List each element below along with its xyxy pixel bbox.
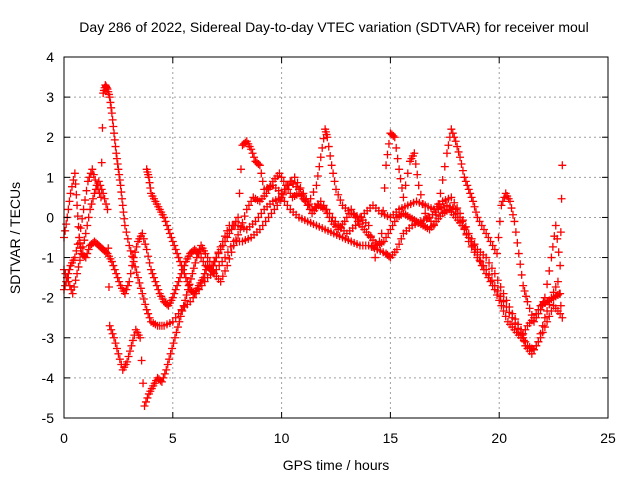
x-tick-label: 20 [491, 430, 507, 446]
y-tick-label: -3 [42, 330, 55, 346]
data-points [60, 81, 567, 410]
grid-lines [64, 57, 608, 418]
y-tick-label: -4 [42, 370, 55, 386]
x-tick-label: 15 [383, 430, 399, 446]
y-tick-label: -1 [42, 250, 55, 266]
series-markers [60, 81, 567, 358]
series-track-b [60, 81, 567, 358]
chart-title: Day 286 of 2022, Sidereal Day-to-day VTE… [79, 19, 588, 35]
series-track-d [142, 165, 565, 342]
series-markers [60, 125, 567, 410]
y-tick-label: 4 [46, 49, 54, 65]
x-tick-label: 5 [169, 430, 177, 446]
plot-frame [63, 56, 609, 419]
series-track-c [60, 125, 567, 410]
y-tick-label: -5 [42, 410, 55, 426]
y-tick-label: -2 [42, 290, 55, 306]
x-tick-label: 10 [274, 430, 290, 446]
axis-ticks: 0 5 10 15 20 25 -5 -4 -3 -2 -1 0 1 2 3 4 [42, 49, 616, 446]
y-tick-label: 0 [46, 209, 54, 225]
y-tick-label: 2 [46, 129, 54, 145]
x-tick-label: 25 [600, 430, 616, 446]
x-axis-title: GPS time / hours [283, 457, 390, 473]
x-tick-label: 0 [60, 430, 68, 446]
y-axis-title: SDTVAR / TECUs [7, 182, 23, 294]
series-markers [142, 165, 565, 342]
y-tick-label: 3 [46, 89, 54, 105]
y-tick-label: 1 [46, 169, 54, 185]
